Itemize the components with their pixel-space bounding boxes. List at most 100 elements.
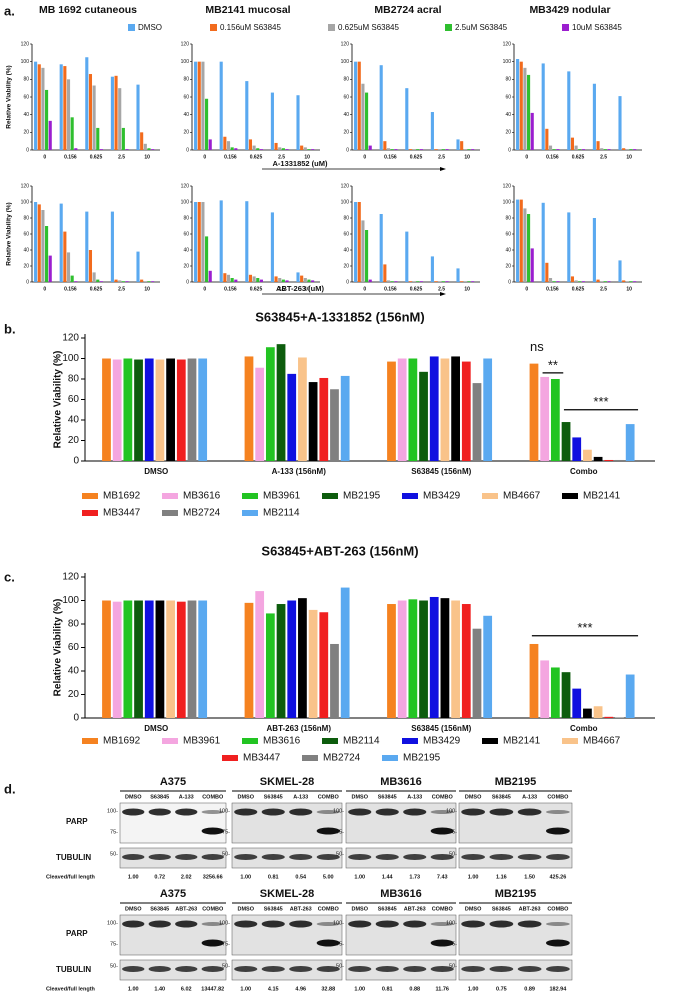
mw-marker: 75- bbox=[449, 829, 457, 835]
bar bbox=[248, 139, 253, 150]
bar bbox=[176, 601, 186, 718]
x-axis-label: A-1331852 (uM) bbox=[272, 159, 328, 168]
y-tick-label: 60 bbox=[68, 642, 80, 653]
bar bbox=[330, 643, 339, 718]
x-tick-label: 0.156 bbox=[224, 286, 237, 292]
bar bbox=[197, 61, 201, 150]
lane-label: DMSO bbox=[352, 794, 369, 800]
legend-label: MB3616 bbox=[183, 491, 221, 502]
lane-label: DMSO bbox=[238, 794, 255, 800]
parp-band bbox=[430, 810, 454, 814]
bar bbox=[548, 278, 553, 282]
mw-marker: 100- bbox=[107, 920, 118, 926]
bar bbox=[66, 79, 71, 150]
bar bbox=[440, 358, 450, 461]
y-tick-label: 0 bbox=[186, 279, 189, 285]
bar bbox=[386, 280, 391, 282]
y-tick-label: 60 bbox=[183, 94, 189, 100]
bar bbox=[467, 149, 471, 150]
chart-title: S63845+ABT-263 (156nM) bbox=[261, 543, 418, 558]
bar bbox=[136, 84, 140, 150]
tubulin-band bbox=[461, 966, 486, 972]
bar bbox=[629, 281, 633, 282]
bar bbox=[629, 149, 633, 150]
bar bbox=[408, 149, 413, 150]
legend-label: MB2195 bbox=[403, 753, 441, 764]
bar bbox=[308, 609, 318, 718]
bar bbox=[223, 136, 227, 150]
x-tick-label: 0 bbox=[363, 154, 366, 160]
bar bbox=[523, 67, 527, 150]
y-tick-label: 40 bbox=[343, 247, 349, 253]
y-tick-label: 0 bbox=[508, 147, 511, 153]
ratio-value: 425.26 bbox=[549, 874, 566, 880]
x-tick-label: 0 bbox=[363, 286, 366, 292]
bar bbox=[405, 88, 409, 150]
column-title: MB 1692 cutaneous bbox=[39, 4, 137, 16]
lane-label: ABT-263 bbox=[404, 906, 426, 912]
x-tick-label: 0.156 bbox=[546, 154, 559, 160]
bar bbox=[445, 281, 449, 282]
bar bbox=[96, 127, 100, 150]
bar bbox=[274, 142, 278, 150]
bar bbox=[311, 149, 315, 150]
panel-label: b. bbox=[4, 321, 16, 336]
bar bbox=[226, 141, 231, 150]
bar bbox=[461, 361, 471, 461]
bar bbox=[45, 89, 49, 150]
bar bbox=[379, 65, 383, 150]
legend-label: MB2724 bbox=[183, 508, 221, 519]
significance-label: *** bbox=[593, 394, 608, 409]
legend-label: MB3429 bbox=[423, 491, 461, 502]
bar bbox=[147, 281, 151, 282]
panel-label: a. bbox=[4, 3, 15, 18]
bar bbox=[256, 148, 260, 150]
ratio-value: 1.16 bbox=[496, 874, 507, 880]
legend-label: MB2141 bbox=[583, 491, 621, 502]
legend-label: DMSO bbox=[138, 23, 162, 32]
bar bbox=[298, 598, 307, 718]
legend-label: MB3447 bbox=[243, 753, 281, 764]
legend-label: 2.5uM S63845 bbox=[455, 23, 508, 32]
tubulin-blot bbox=[458, 847, 573, 869]
bar bbox=[155, 600, 165, 718]
bar bbox=[265, 347, 275, 461]
mw-marker: 50- bbox=[222, 851, 230, 857]
bar bbox=[419, 149, 423, 150]
bar bbox=[114, 75, 118, 150]
bar bbox=[548, 145, 553, 150]
tubulin-band bbox=[175, 966, 198, 972]
bar bbox=[416, 281, 420, 282]
bar bbox=[440, 598, 450, 718]
bar bbox=[430, 256, 434, 282]
parp-band bbox=[234, 920, 258, 928]
bar bbox=[357, 61, 361, 150]
lane-label: ABT-263 bbox=[290, 906, 312, 912]
bar bbox=[408, 599, 418, 718]
y-tick-label: 60 bbox=[23, 94, 29, 100]
bar bbox=[387, 361, 396, 461]
bar bbox=[300, 275, 304, 282]
bar bbox=[134, 359, 143, 461]
ratio-value: 0.72 bbox=[154, 874, 165, 880]
mw-marker: 75- bbox=[449, 941, 457, 947]
ratio-value: 0.81 bbox=[382, 986, 393, 992]
legend-swatch bbox=[322, 493, 338, 499]
bar bbox=[63, 66, 67, 150]
bar bbox=[66, 252, 71, 282]
bar bbox=[259, 149, 263, 150]
bar bbox=[429, 596, 439, 718]
legend-swatch bbox=[222, 755, 238, 761]
tubulin-band bbox=[148, 854, 171, 860]
y-tick-label: 20 bbox=[23, 130, 29, 136]
y-tick-label: 20 bbox=[505, 130, 511, 136]
mw-marker: 75- bbox=[222, 941, 230, 947]
legend-label: MB2114 bbox=[263, 508, 300, 519]
bar bbox=[270, 92, 274, 150]
tubulin-band bbox=[517, 854, 542, 860]
bar bbox=[441, 149, 445, 150]
cleaved-band bbox=[316, 939, 340, 947]
tubulin-band bbox=[261, 854, 285, 860]
bar bbox=[471, 149, 475, 150]
